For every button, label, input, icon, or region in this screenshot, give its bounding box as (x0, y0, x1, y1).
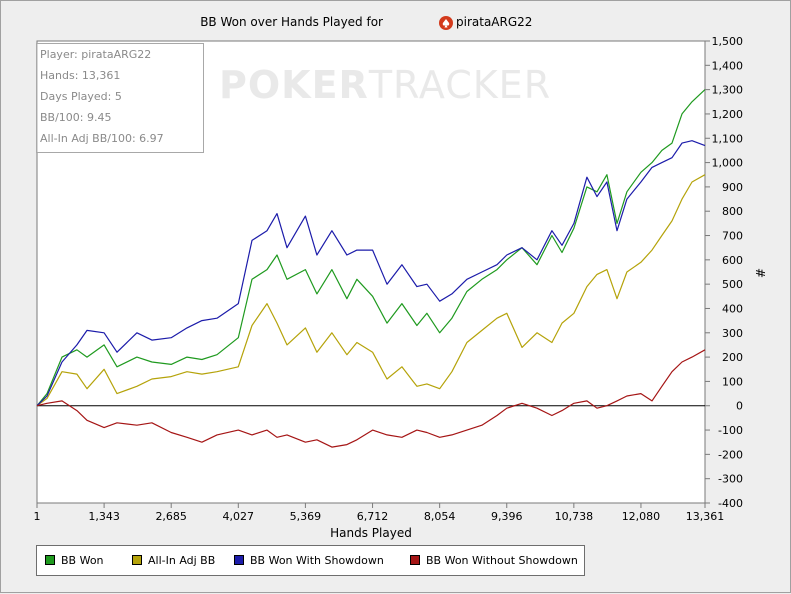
x-tick-label: 4,027 (223, 510, 255, 523)
legend-label-bb-won: BB Won (61, 554, 104, 567)
legend-item-all-in-adj-bb: All-In Adj BB (132, 554, 215, 567)
y-tick-label: 600 (722, 254, 743, 267)
y-axis: -400 -300 -200 -100 0 100 200 300 400 500 600 700 80… (705, 35, 743, 510)
y-tick-label: -100 (718, 424, 743, 437)
legend-item-bb-won-with-showdown: BB Won With Showdown (234, 554, 384, 567)
x-tick-label: 13,361 (686, 510, 725, 523)
y-tick-label: 1,000 (712, 157, 744, 170)
legend-label-all-in-adj-bb: All-In Adj BB (148, 554, 216, 567)
y-tick-label: 0 (736, 400, 743, 413)
y-tick-label: 1,500 (712, 35, 744, 48)
legend: BB Won All-In Adj BB BB Won With Showdow… (36, 545, 585, 576)
series-line-all-in-adj-bb (36, 174, 706, 407)
legend-label-bb-won-without-showdown: BB Won Without Showdown (426, 554, 578, 567)
watermark-poker: POKER (219, 63, 369, 107)
series-line-bb-won-without-showdown (36, 349, 706, 448)
chart-title: BB Won over Hands Played for (200, 15, 383, 29)
y-tick-label: -200 (718, 448, 743, 461)
x-tick-label: 10,738 (555, 510, 594, 523)
stats-box: Player: pirataARG22 Hands: 13,361 Days P… (36, 43, 204, 153)
y-tick-label: 1,300 (712, 84, 744, 97)
legend-item-bb-won-without-showdown: BB Won Without Showdown (410, 554, 578, 567)
stats-allin-bb100: All-In Adj BB/100: 6.97 (40, 132, 164, 145)
y-tick-label: 100 (722, 375, 743, 388)
y-tick-label: -400 (718, 497, 743, 510)
legend-swatch-bb-won-with-showdown (234, 555, 244, 565)
y-tick-label: 200 (722, 351, 743, 364)
series-line-bb-won-with-showdown (36, 140, 706, 407)
x-tick-label: 12,080 (622, 510, 661, 523)
y-tick-label: 500 (722, 278, 743, 291)
x-tick-label: 1,343 (88, 510, 120, 523)
legend-swatch-bb-won (45, 555, 55, 565)
x-tick-label: 8,054 (424, 510, 456, 523)
y-tick-label: 700 (722, 230, 743, 243)
watermark-tracker: TRACKER (368, 63, 552, 107)
stats-days-played: Days Played: 5 (40, 90, 122, 103)
x-tick-label: 1 (34, 510, 41, 523)
x-tick-label: 6,712 (357, 510, 389, 523)
stats-hands: Hands: 13,361 (40, 69, 121, 82)
y-tick-label: 1,400 (712, 59, 744, 72)
plot-area (36, 40, 706, 504)
stats-bb100: BB/100: 9.45 (40, 111, 112, 124)
x-tick-label: 2,685 (155, 510, 187, 523)
chart-title-group: BB Won over Hands Played for pirataARG22 (200, 15, 532, 30)
poker-tracker-watermark: POKERTRACKER (219, 63, 551, 107)
y-tick-label: 1,100 (712, 132, 744, 145)
chart-player-name: pirataARG22 (456, 15, 532, 29)
legend-swatch-all-in-adj-bb (132, 555, 142, 565)
y-tick-label: -300 (718, 473, 743, 486)
x-tick-label: 9,396 (491, 510, 523, 523)
y-tick-label: 800 (722, 205, 743, 218)
x-tick-label: 5,369 (290, 510, 322, 523)
y-tick-label: 400 (722, 302, 743, 315)
y-tick-label: 900 (722, 181, 743, 194)
x-axis-label: Hands Played (330, 526, 412, 540)
legend-label-bb-won-with-showdown: BB Won With Showdown (250, 554, 384, 567)
x-axis: 1 1,343 2,685 4,027 5,369 6,712 8,054 9,396 10,7… (34, 503, 725, 523)
y-tick-label: 300 (722, 327, 743, 340)
stats-player: Player: pirataARG22 (40, 48, 152, 61)
legend-item-bb-won: BB Won (45, 554, 104, 567)
series-line-bb-won (36, 89, 706, 407)
legend-swatch-bb-won-without-showdown (410, 555, 420, 565)
y-axis-label: # (753, 268, 767, 278)
y-tick-label: 1,200 (712, 108, 744, 121)
spade-icon (439, 16, 453, 30)
